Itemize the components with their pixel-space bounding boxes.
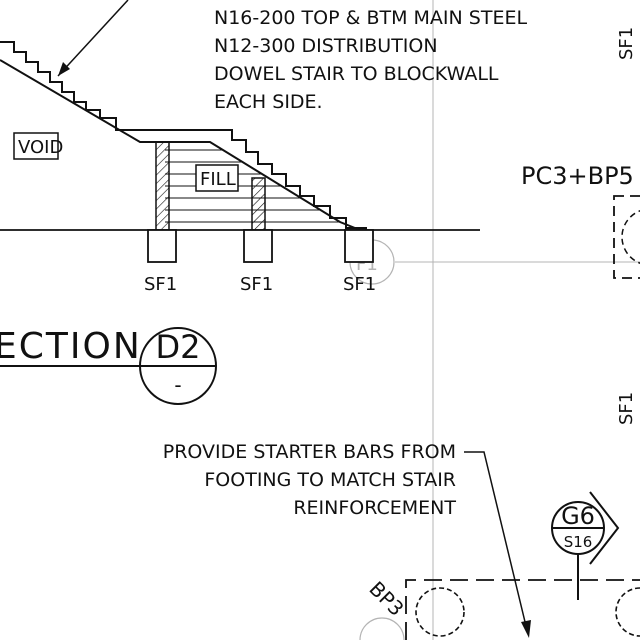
footing-3-label: SF1 xyxy=(343,274,376,295)
base-plate-pile xyxy=(415,587,465,637)
reinforcement-note-line-3: DOWEL STAIR TO BLOCKWALL xyxy=(214,63,499,85)
marker-sheet: S16 xyxy=(564,533,593,551)
pier-cap-outline xyxy=(613,195,640,279)
base-plate-outline xyxy=(405,579,640,640)
section-title: ECTION xyxy=(0,326,142,367)
grid-bubble-bottom xyxy=(359,617,405,640)
marker-pointer xyxy=(589,491,620,565)
pier-cap-bore xyxy=(621,210,640,264)
fill-label-box xyxy=(195,164,239,192)
void-label: VOID xyxy=(18,137,63,158)
side-footing-label-mid: SF1 xyxy=(616,392,637,425)
section-sheet: - xyxy=(174,373,181,397)
stair-leader-line xyxy=(57,0,129,77)
side-footing-label-top: SF1 xyxy=(616,27,637,60)
blockwall-middle xyxy=(251,177,266,231)
reinforcement-note-line-4: EACH SIDE. xyxy=(214,91,323,113)
marker-ref: G6 xyxy=(561,502,595,530)
footing-3 xyxy=(344,229,374,263)
stair-leader-arrowhead xyxy=(58,62,70,76)
section-ref: D2 xyxy=(156,328,201,366)
footing-2 xyxy=(243,229,273,263)
starter-note-line-2: FOOTING TO MATCH STAIR xyxy=(204,469,456,491)
starter-leader-line xyxy=(464,451,527,627)
starter-leader-arrowhead xyxy=(521,620,531,638)
reinforcement-note-line-2: N12-300 DISTRIBUTION xyxy=(214,35,438,57)
footing-1-label: SF1 xyxy=(144,274,177,295)
footing-2-label: SF1 xyxy=(240,274,273,295)
pier-cap-label: PC3+BP5 xyxy=(521,162,634,190)
starter-note-line-3: REINFORCEMENT xyxy=(293,497,456,519)
footing-1 xyxy=(147,229,177,263)
starter-note-line-1: PROVIDE STARTER BARS FROM xyxy=(163,441,456,463)
base-plate-label: BP3 xyxy=(364,577,408,621)
reinforcement-note-line-1: N16-200 TOP & BTM MAIN STEEL xyxy=(214,7,527,29)
blockwall-left xyxy=(155,141,170,231)
stair-upper-profile xyxy=(0,41,367,230)
void-label-box xyxy=(13,132,59,160)
fill-label: FILL xyxy=(200,169,236,190)
base-plate-pile-right xyxy=(615,587,640,637)
